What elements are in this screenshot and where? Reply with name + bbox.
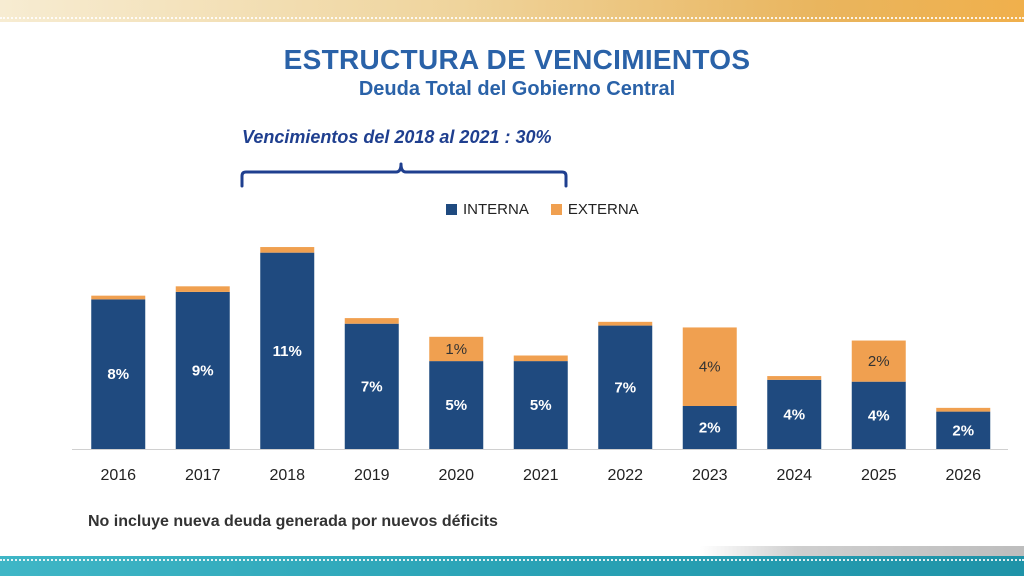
bar-interna-2017 <box>175 291 230 449</box>
bar-interna-2024 <box>767 379 822 449</box>
data-label-interna-2021: 5% <box>530 397 552 414</box>
bar-externa-2021 <box>513 355 568 362</box>
bar-externa-2016 <box>91 295 146 300</box>
callout-brace <box>240 162 568 188</box>
data-label-interna-2025: 4% <box>868 407 890 424</box>
bar-externa-2023 <box>682 327 737 406</box>
data-label-interna-2023: 2% <box>699 419 721 436</box>
data-label-interna-2016: 8% <box>107 366 129 383</box>
bar-externa-2026 <box>936 407 991 412</box>
top-decorative-band <box>0 0 1024 22</box>
legend-label-interna: INTERNA <box>463 200 529 218</box>
data-label-interna-2018: 11% <box>273 343 302 360</box>
data-label-interna-2026: 2% <box>952 422 974 439</box>
bar-interna-2016 <box>91 299 146 449</box>
x-tick-label-2019: 2019 <box>354 467 390 484</box>
bar-externa-2019 <box>344 318 399 324</box>
bar-externa-2017 <box>175 286 230 292</box>
data-label-interna-2017: 9% <box>192 362 214 379</box>
legend-swatch-externa <box>550 203 562 215</box>
bar-interna-2023 <box>682 405 737 449</box>
data-label-interna-2019: 7% <box>361 378 383 395</box>
legend-label-externa: EXTERNA <box>567 200 639 218</box>
x-tick-label-2016: 2016 <box>100 467 136 484</box>
bottom-decorative-band <box>0 556 1024 576</box>
bar-interna-2020 <box>429 361 484 449</box>
bar-externa-2025 <box>851 340 906 382</box>
legend-swatch-interna <box>446 203 457 215</box>
bar-interna-2019 <box>344 323 399 449</box>
x-tick-label-2020: 2020 <box>438 467 474 484</box>
legend-item-interna: INTERNA <box>446 201 529 218</box>
x-tick-label-2022: 2022 <box>607 467 643 484</box>
bar-externa-2018 <box>260 247 315 253</box>
x-tick-label-2025: 2025 <box>861 467 897 484</box>
maturity-callout: Vencimientos del 2018 al 2021 : 30% <box>242 127 552 147</box>
bar-interna-2018 <box>260 252 315 449</box>
footnote: No incluye nueva deuda generada por nuev… <box>88 513 498 530</box>
x-tick-label-2021: 2021 <box>523 467 559 484</box>
bar-externa-2022 <box>598 321 653 326</box>
legend-item-externa: EXTERNA <box>550 200 639 218</box>
page-subtitle: Deuda Total del Gobierno Central <box>358 78 676 100</box>
chart-legend: INTERNA EXTERNA <box>446 199 661 219</box>
data-label-interna-2020: 5% <box>445 397 467 414</box>
bar-interna-2026 <box>936 411 991 449</box>
x-tick-label-2026: 2026 <box>945 467 981 484</box>
x-tick-label-2024: 2024 <box>776 467 812 484</box>
x-tick-label-2017: 2017 <box>185 467 221 484</box>
data-label-interna-2022: 7% <box>614 379 636 396</box>
x-tick-label-2018: 2018 <box>269 467 305 484</box>
data-label-interna-2024: 4% <box>783 406 805 423</box>
bar-externa-2024 <box>767 376 822 380</box>
page-title: ESTRUCTURA DE VENCIMIENTOS <box>283 44 751 75</box>
data-label-externa-2023: 4% <box>699 359 721 376</box>
bar-interna-2022 <box>598 325 653 449</box>
x-tick-label-2023: 2023 <box>692 467 728 484</box>
bottom-grey-stripe <box>700 546 1024 556</box>
bar-externa-2020 <box>429 336 484 362</box>
bar-interna-2021 <box>513 361 568 449</box>
data-label-externa-2025: 2% <box>868 353 890 370</box>
bar-interna-2025 <box>851 381 906 449</box>
data-label-externa-2020: 1% <box>445 341 467 358</box>
